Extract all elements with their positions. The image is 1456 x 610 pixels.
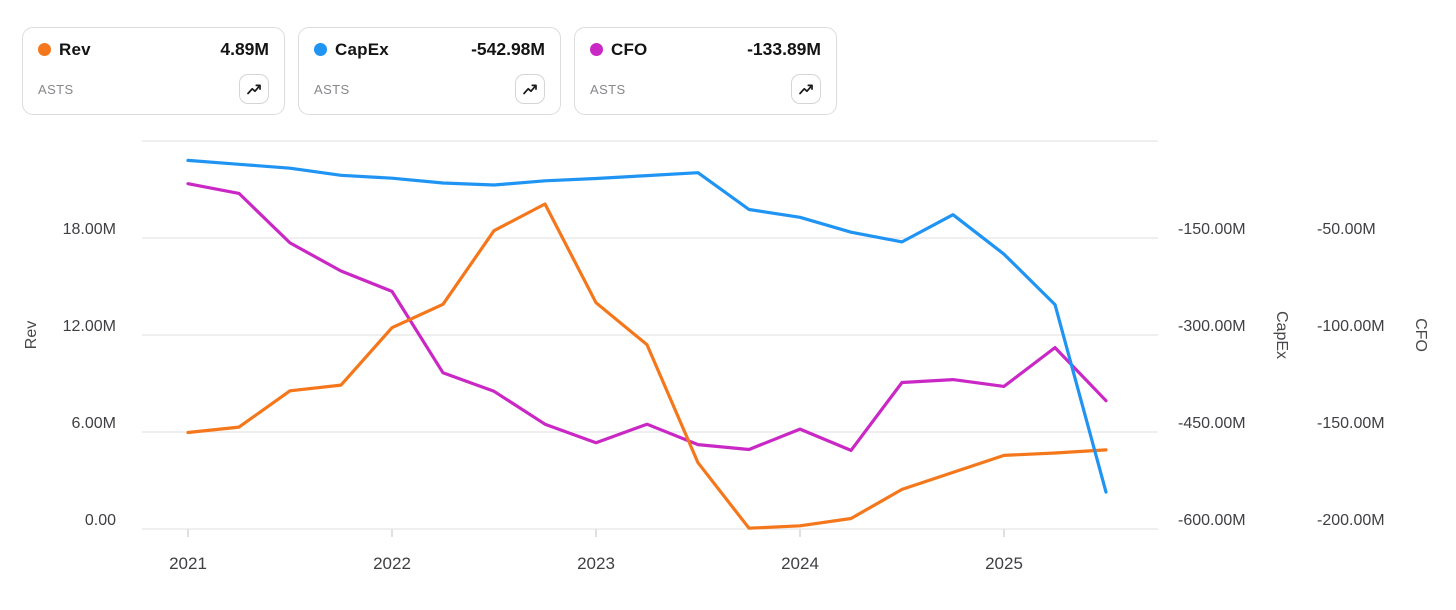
y-tick-label-cfo: -100.00M	[1317, 318, 1385, 335]
y-tick-label-capex: -600.00M	[1178, 512, 1246, 529]
y-tick-label-capex: -450.00M	[1178, 415, 1246, 432]
trend-chart-button[interactable]	[791, 74, 821, 104]
trend-chart-button[interactable]	[515, 74, 545, 104]
x-tick-label: 2021	[169, 554, 207, 573]
metric-card-footer: ASTS	[38, 74, 269, 104]
axis-title-capex: CapEx	[1273, 311, 1290, 359]
x-tick-label: 2024	[781, 554, 819, 573]
ticker-symbol: ASTS	[590, 81, 626, 97]
x-tick-label: 2023	[577, 554, 615, 573]
metric-name: CapEx	[335, 39, 389, 59]
trending-up-icon	[523, 84, 537, 95]
x-tick-label: 2025	[985, 554, 1023, 573]
ticker-symbol: ASTS	[314, 81, 350, 97]
metric-value: -133.89M	[747, 39, 821, 59]
chart-line-cfo[interactable]	[186, 182, 1108, 452]
trending-up-icon	[799, 84, 813, 95]
trending-up-icon	[247, 84, 261, 95]
metric-card-header: CFO -133.89M	[590, 39, 821, 60]
chart-line-capex[interactable]	[186, 158, 1108, 494]
metric-value: 4.89M	[220, 39, 269, 59]
y-tick-label-rev: 12.00M	[63, 318, 116, 335]
metric-name: CFO	[611, 39, 648, 59]
series-color-dot	[38, 43, 51, 56]
chart-line-rev[interactable]	[186, 202, 1108, 530]
metric-card-header: Rev 4.89M	[38, 39, 269, 60]
series-color-dot	[314, 43, 327, 56]
metric-card-cfo[interactable]: CFO -133.89M ASTS	[574, 27, 837, 115]
y-tick-label-rev: 18.00M	[63, 221, 116, 238]
series-color-dot	[590, 43, 603, 56]
axis-title-cfo: CFO	[1412, 318, 1429, 352]
metric-card-header: CapEx -542.98M	[314, 39, 545, 60]
metric-cards: Rev 4.89M ASTS CapEx -542.98M ASTS	[22, 27, 837, 115]
y-tick-label-capex: -150.00M	[1178, 221, 1246, 238]
metric-card-capex[interactable]: CapEx -542.98M ASTS	[298, 27, 561, 115]
ticker-symbol: ASTS	[38, 81, 74, 97]
metric-card-rev[interactable]: Rev 4.89M ASTS	[22, 27, 285, 115]
y-tick-label-cfo: -50.00M	[1317, 221, 1376, 238]
metric-value: -542.98M	[471, 39, 545, 59]
trend-chart-button[interactable]	[239, 74, 269, 104]
y-tick-label-cfo: -150.00M	[1317, 415, 1385, 432]
y-tick-label-cfo: -200.00M	[1317, 512, 1385, 529]
y-tick-label-rev: 6.00M	[72, 415, 116, 432]
y-tick-label-capex: -300.00M	[1178, 318, 1246, 335]
metric-card-footer: ASTS	[314, 74, 545, 104]
metric-name: Rev	[59, 39, 91, 59]
metric-card-footer: ASTS	[590, 74, 821, 104]
axis-title-rev: Rev	[23, 321, 40, 349]
x-tick-label: 2022	[373, 554, 411, 573]
y-tick-label-rev: 0.00	[85, 512, 116, 529]
